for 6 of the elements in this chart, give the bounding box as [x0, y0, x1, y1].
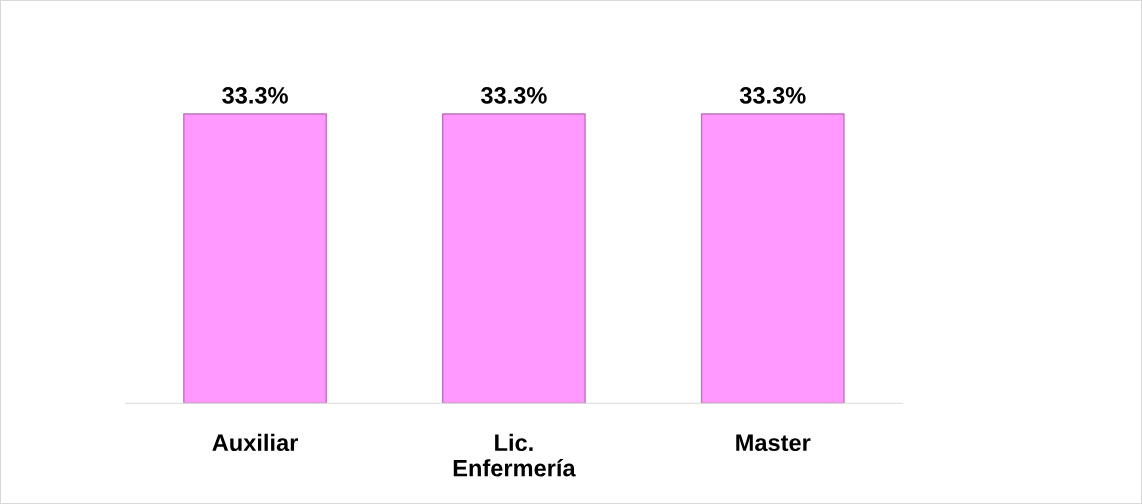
x-tick-label: Lic. Enfermería: [453, 433, 576, 477]
data-label: 33.3%: [480, 87, 547, 104]
data-label: 33.3%: [739, 87, 806, 104]
data-label: 33.3%: [222, 87, 288, 104]
x-tick-label: Master: [736, 434, 811, 452]
x-tick-label: Auxiliar: [212, 433, 298, 452]
